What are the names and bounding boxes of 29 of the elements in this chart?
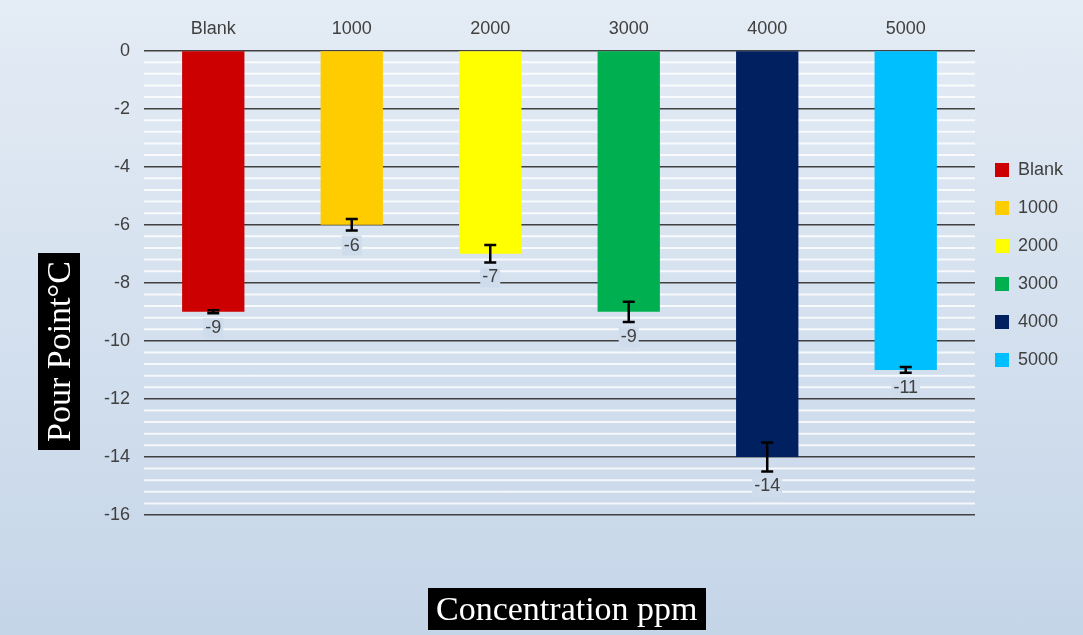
y-tick-label: -4 [114,155,131,176]
y-axis-title: Pour Point°C [38,253,80,450]
x-tick-label: 2000 [470,17,511,38]
x-tick-label: 3000 [608,17,649,38]
x-tick-label: 1000 [331,17,372,38]
legend-label: 5000 [1017,348,1059,369]
data-label: -14 [754,475,781,496]
data-label: -7 [482,266,499,287]
y-tick-label: -14 [104,445,131,466]
x-axis-title: Concentration ppm [428,588,706,630]
x-tick-label: Blank [190,17,237,38]
legend-label: 2000 [1017,234,1059,255]
data-label: -6 [343,234,360,255]
legend-label: 3000 [1017,272,1059,293]
y-tick-label: -2 [114,97,131,118]
y-tick-label: -16 [104,503,131,524]
data-label: -9 [205,317,222,338]
y-tick-label: -6 [114,213,131,234]
data-label: -11 [893,376,919,397]
y-tick-label: 0 [120,39,131,60]
legend-label: 4000 [1017,310,1059,331]
y-tick-label: -12 [104,387,131,408]
legend-label: Blank [1017,158,1064,179]
y-tick-label: -8 [114,271,131,292]
x-tick-label: 5000 [885,17,926,38]
y-tick-label: -10 [104,329,131,350]
data-label: -9 [620,325,637,346]
x-tick-label: 4000 [747,17,788,38]
legend-label: 1000 [1017,196,1059,217]
